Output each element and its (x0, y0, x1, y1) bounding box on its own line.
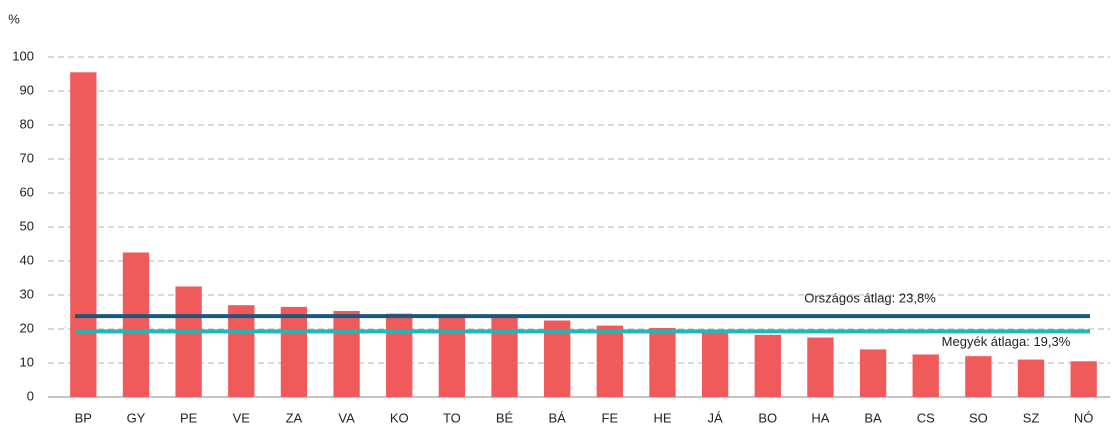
bar (333, 310, 360, 397)
y-tick-label: 70 (20, 150, 34, 165)
y-tick-label: 20 (20, 320, 34, 335)
bar (701, 330, 729, 397)
x-tick-label: SO (969, 410, 988, 425)
bar (596, 325, 623, 397)
bar (70, 72, 97, 398)
bar (859, 349, 887, 397)
y-tick-label: 60 (20, 184, 34, 199)
bar (754, 334, 781, 397)
bar (1017, 359, 1045, 397)
bar (807, 337, 834, 397)
bar (649, 327, 676, 397)
bar (122, 252, 150, 397)
x-tick-label: BÁ (549, 410, 567, 425)
x-tick-label: NÓ (1074, 410, 1094, 425)
x-tick-label: GY (127, 410, 146, 425)
bar (228, 305, 255, 397)
x-tick-label: JÁ (708, 410, 724, 425)
x-tick-label: ZA (286, 410, 303, 425)
x-tick-label: SZ (1023, 410, 1040, 425)
y-tick-label: 80 (20, 116, 34, 131)
reference-label: Megyék átlaga: 19,3% (942, 334, 1071, 349)
x-tick-label: BO (758, 410, 777, 425)
x-tick-label: VE (233, 410, 251, 425)
x-tick-label: KO (390, 410, 409, 425)
y-tick-label: 100 (12, 48, 34, 63)
y-tick-label: 50 (20, 218, 34, 233)
y-tick-label: 10 (20, 354, 34, 369)
x-tick-label: FE (602, 410, 619, 425)
bar (438, 317, 466, 397)
bar (1070, 361, 1097, 397)
x-tick-label: HE (653, 410, 671, 425)
x-tick-label: PE (180, 410, 198, 425)
x-tick-label: TO (443, 410, 461, 425)
x-tick-label: HA (811, 410, 829, 425)
y-tick-label: 30 (20, 286, 34, 301)
reference-label: Országos átlag: 23,8% (804, 291, 936, 306)
x-tick-label: VA (338, 410, 355, 425)
bar (386, 313, 413, 397)
x-tick-label: BP (75, 410, 92, 425)
bar (280, 306, 308, 397)
bar (175, 286, 202, 397)
x-tick-label: BA (864, 410, 882, 425)
bar (965, 356, 992, 397)
y-tick-label: 40 (20, 252, 34, 267)
y-unit: % (8, 11, 20, 26)
y-tick-label: 0 (27, 388, 34, 403)
y-tick-label: 90 (20, 82, 34, 97)
x-tick-label: CS (917, 410, 935, 425)
bar (912, 354, 939, 397)
x-tick-label: BÉ (496, 410, 514, 425)
